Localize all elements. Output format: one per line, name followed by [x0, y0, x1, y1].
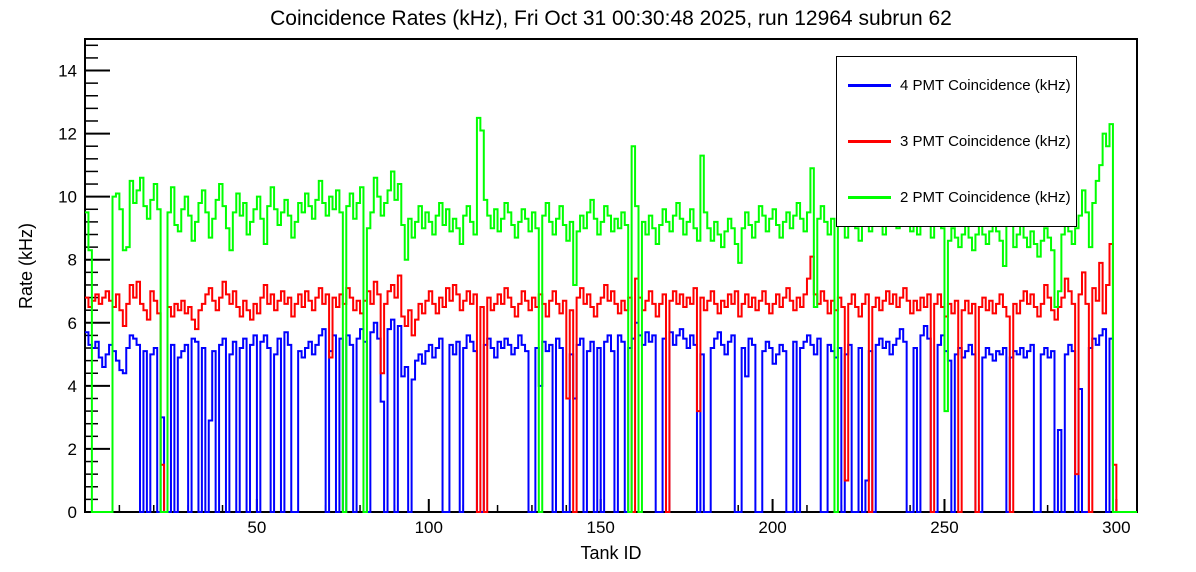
page-title: Coincidence Rates (kHz), Fri Oct 31 00:3…: [270, 7, 952, 30]
x-tick-label: 250: [930, 518, 958, 537]
x-tick-label: 150: [586, 518, 614, 537]
x-tick-label: 100: [415, 518, 443, 537]
2pmt-series-line: [85, 116, 1137, 513]
y-axis-title: Rate (kHz): [16, 223, 36, 309]
x-tick-label: 50: [247, 518, 266, 537]
y-tick-label: 12: [58, 125, 77, 144]
frame-rect: [84, 38, 1138, 513]
3pmt-series-line: [85, 242, 1137, 513]
y-tick-label: 10: [58, 188, 77, 207]
y-tick-label: 8: [68, 251, 77, 270]
y-tick-label: 6: [68, 314, 77, 333]
y-tick-label: 14: [58, 62, 77, 81]
4pmt-series-line: [85, 318, 1137, 513]
data-series: [85, 116, 1137, 513]
legend-line-2pmt-icon: [848, 196, 891, 200]
axis-ticks: 0 2 4 6 8 10 12 14 50 100 150 200 250 300: [58, 44, 1131, 537]
legend-entry-2pmt: 2 PMT Coincidence (kHz): [837, 189, 1076, 206]
legend-label-2pmt: 2 PMT Coincidence (kHz): [900, 189, 1071, 207]
x-tick-label: 300: [1102, 518, 1130, 537]
legend-line-4pmt-icon: [848, 83, 891, 87]
x-axis-title: Tank ID: [580, 543, 641, 563]
y-tick-label: 0: [68, 503, 77, 522]
legend-line-3pmt-icon: [848, 139, 891, 143]
x-tick-label: 200: [758, 518, 786, 537]
legend-entry-4pmt: 4 PMT Coincidence (kHz): [837, 77, 1076, 94]
legend-label-3pmt: 3 PMT Coincidence (kHz): [900, 132, 1071, 150]
legend-entry-3pmt: 3 PMT Coincidence (kHz): [837, 133, 1076, 150]
y-tick-label: 2: [68, 440, 77, 459]
legend-label-4pmt: 4 PMT Coincidence (kHz): [900, 76, 1071, 94]
plot-frame: [84, 38, 1138, 513]
y-tick-label: 4: [68, 377, 77, 396]
legend: 4 PMT Coincidence (kHz) 3 PMT Coincidenc…: [836, 56, 1077, 227]
